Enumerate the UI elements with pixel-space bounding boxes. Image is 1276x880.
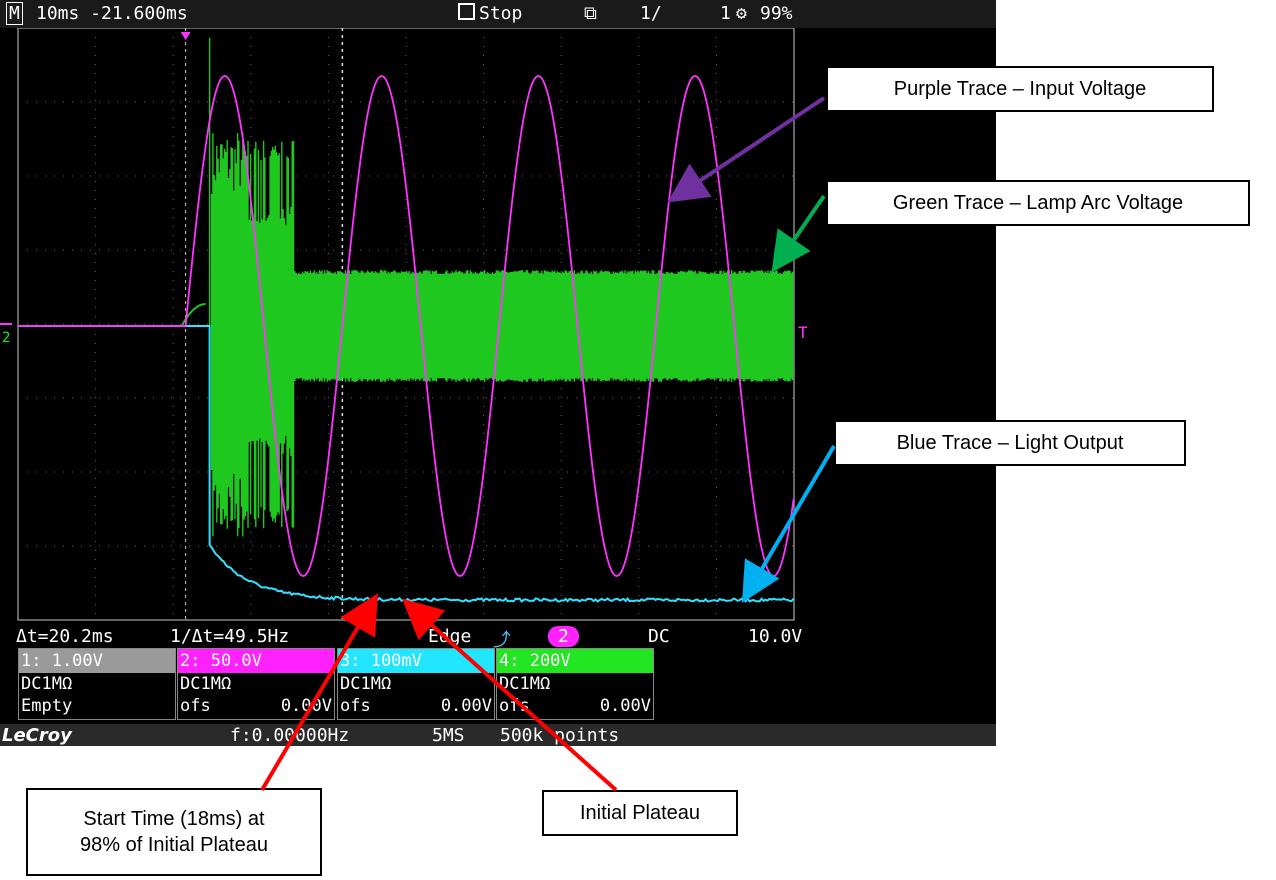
channel-3-offset-label: ofs: [340, 696, 371, 716]
channel-2-offset-label: ofs: [180, 696, 211, 716]
channel-1-extra: Empty: [19, 695, 175, 717]
channel-2-header: 2: 50.0V: [178, 649, 334, 673]
record-length: 500k points: [500, 725, 620, 746]
callout-start-time: Start Time (18ms) at 98% of Initial Plat…: [26, 788, 322, 876]
callout-purple-trace: Purple Trace – Input Voltage: [826, 66, 1214, 112]
channel-3-offset-value: 0.00V: [440, 696, 492, 716]
status-bar: M 10ms -21.600ms Stop ⧉ 1/ 1 ⚙ 99%: [0, 0, 996, 28]
trigger-coupling: DC: [648, 626, 670, 647]
trigger-level: 10.0V: [748, 626, 803, 647]
channel-4-coupling: DC1MΩ: [499, 674, 551, 694]
channel-4-header: 4: 200V: [497, 649, 653, 673]
run-stop-status[interactable]: Stop: [458, 3, 522, 24]
green-trace-preignition: [18, 303, 206, 327]
channel-3-offset: ofs 0.00V: [338, 695, 494, 717]
channel-2-panel[interactable]: 2: 50.0V DC1MΩ ofs 0.00V: [177, 648, 335, 720]
mode-indicator[interactable]: M: [6, 2, 23, 25]
callout-start-time-line2: 98% of Initial Plateau: [80, 834, 268, 856]
channel-4-panel[interactable]: 4: 200V DC1MΩ ofs 0.00V: [496, 648, 654, 720]
callout-green-trace: Green Trace – Lamp Arc Voltage: [826, 180, 1250, 226]
lecroy-logo: LeCroy: [2, 725, 72, 746]
channel-3-coupling: DC1MΩ: [340, 674, 392, 694]
stop-icon: [458, 3, 475, 20]
acquisition-count: 1/: [640, 3, 662, 24]
green-trace: [208, 38, 794, 537]
channel-1-extra-label: Empty: [21, 696, 73, 716]
channel-4-offset-value: 0.00V: [599, 696, 651, 716]
timebase-readout[interactable]: 10ms -21.600ms: [36, 3, 188, 24]
channel-1-coupling: DC1MΩ: [21, 674, 73, 694]
mode-label: M: [6, 2, 23, 25]
trigger-type[interactable]: Edge: [428, 626, 472, 647]
acquisition-info-bar: LeCroy f:0.00000Hz 5MS 500k points: [0, 724, 996, 746]
channel-3-panel[interactable]: 3: 100mV DC1MΩ ofs 0.00V: [337, 648, 495, 720]
run-state-label: Stop: [479, 3, 523, 24]
memory-usage: 99%: [760, 3, 793, 24]
channel-4-offset-label: ofs: [499, 696, 530, 716]
channel-ground-marker[interactable]: 2: [2, 330, 10, 346]
trigger-position-marker[interactable]: [180, 32, 191, 40]
callout-blue-trace: Blue Trace – Light Output: [834, 420, 1186, 466]
channel-2-coupling: DC1MΩ: [180, 674, 232, 694]
channel-1-panel[interactable]: 1: 1.00V DC1MΩ Empty: [18, 648, 176, 720]
trigger-level-marker[interactable]: T: [798, 323, 808, 342]
trigger-source-badge[interactable]: 2: [548, 626, 579, 647]
measurement-bar: Δt=20.2ms 1/Δt=49.5Hz Edge _⤴ 2 DC 10.0V: [0, 626, 996, 651]
acquisition-total: 1: [720, 3, 731, 24]
acquisition-icon: ⧉: [584, 3, 597, 24]
channel-2-offset-value: 0.00V: [280, 696, 332, 716]
frequency-counter: f:0.00000Hz: [230, 725, 350, 746]
channel-3-header: 3: 100mV: [338, 649, 494, 673]
cyan-trace: [18, 325, 795, 603]
callout-start-time-line1: Start Time (18ms) at: [83, 808, 265, 830]
channel-1-header: 1: 1.00V: [19, 649, 175, 673]
frequency-readout: 1/Δt=49.5Hz: [170, 626, 290, 647]
channel-2-offset: ofs 0.00V: [178, 695, 334, 717]
sample-rate: 5MS: [432, 725, 465, 746]
purple-trace: [18, 75, 795, 577]
memory-icon: ⚙: [736, 3, 747, 24]
callout-initial-plateau: Initial Plateau: [542, 790, 738, 836]
channel-4-offset: ofs 0.00V: [497, 695, 653, 717]
delta-t-readout: Δt=20.2ms: [16, 626, 114, 647]
